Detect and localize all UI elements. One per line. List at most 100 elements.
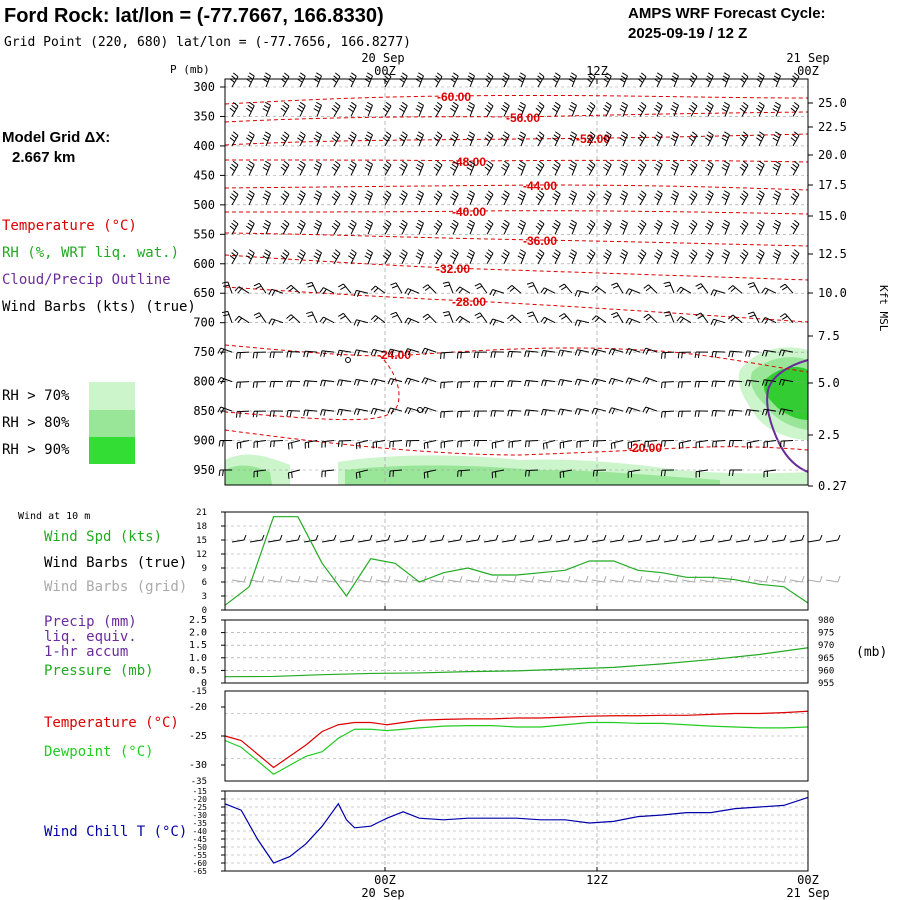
wind-barb-flag: [367, 160, 373, 165]
wind-barb-flag: [297, 166, 303, 172]
wind-barb-flag: [435, 193, 441, 198]
true-wind-barb-flag: [819, 534, 823, 541]
wind-barb: [492, 440, 505, 444]
wind-barb-flag: [282, 193, 288, 198]
wind-barb-flag: [382, 196, 388, 201]
wind-barb-flag: [756, 225, 762, 230]
wind-barb-flag: [642, 377, 647, 384]
wind-barb-flag: [333, 163, 339, 169]
true-wind-barb-flag: [261, 534, 265, 541]
rh-80-swatch: [89, 410, 135, 437]
wind-barb-flag: [451, 104, 458, 110]
wind-barb-flag: [265, 190, 271, 195]
wind-barb-flag: [474, 312, 481, 317]
wind-barb-flag: [721, 78, 728, 83]
wind-barb-flag: [552, 107, 558, 113]
wind-barb: [758, 134, 765, 147]
wind-barb-flag: [453, 160, 459, 166]
wind-barb: [724, 105, 730, 117]
height-tick-label: 17.5: [818, 178, 847, 192]
wind-barb: [520, 222, 526, 235]
wind-barb: [333, 194, 341, 206]
wind-barb-flag: [782, 409, 785, 416]
wind-barb-flag: [249, 101, 255, 107]
wind-barb: [673, 193, 679, 206]
wind-barb-flag: [568, 255, 575, 260]
contour-label: -32.00: [436, 262, 470, 276]
grid-wind-barb-flag: [783, 575, 787, 583]
wind-barb: [511, 284, 522, 294]
wind-barb: [690, 76, 698, 88]
y-tick-label: -15: [193, 787, 208, 796]
wind-barb-flag: [399, 137, 405, 142]
wind-barb: [560, 408, 573, 412]
wind-barb-flag: [517, 225, 524, 230]
wind-barb-flag: [782, 315, 788, 320]
wind-barb-flag: [249, 249, 255, 254]
wind-barb-flag: [538, 101, 545, 107]
wind-barb-flag: [314, 105, 321, 109]
wind-barb-flag: [351, 219, 357, 224]
wind-barb-flag: [313, 255, 320, 260]
wind-barb-flag: [331, 225, 337, 231]
contour-52: [224, 133, 809, 146]
wind-barb-flag: [349, 193, 356, 198]
wind-barb-flag: [357, 350, 360, 357]
wind-barb-flag: [578, 379, 582, 386]
wind-barb-flag: [247, 193, 254, 198]
wind-barb-flag: [487, 131, 494, 136]
grid-wind-barb: [537, 579, 551, 583]
wind-barb-flag: [286, 284, 292, 290]
wind-barb-flag: [555, 131, 561, 136]
wind-barb: [401, 134, 408, 147]
wind-barb: [486, 164, 494, 176]
rh80-region-bottom: [345, 465, 720, 485]
wind-barb-flag: [365, 105, 372, 109]
wind-panel-barbs: [224, 534, 841, 610]
wind-barb: [254, 469, 267, 472]
wind-barb-flag: [782, 350, 785, 357]
wind-barb-flag: [765, 350, 768, 357]
wind-barb-flag: [745, 409, 748, 416]
wind-barbs-grid-label: Wind Barbs (grid): [44, 579, 187, 595]
wind-barb: [707, 134, 714, 147]
wind-barb-flag: [239, 352, 241, 359]
wind-barb-flag: [303, 380, 306, 387]
wind-barb-flag: [759, 131, 765, 136]
wind-barb: [448, 311, 454, 323]
wind-barb: [571, 222, 577, 235]
wind-barb-flag: [217, 377, 222, 384]
grid-wind-barb-flag: [369, 575, 373, 583]
wind-barb: [287, 380, 301, 383]
wind-barb-flag: [280, 225, 286, 231]
wind-barb: [780, 440, 794, 442]
height-tick-label: 20.0: [818, 148, 847, 162]
wind-barb: [356, 319, 369, 324]
wind-barb-flag: [695, 283, 702, 287]
wind-barb-flag: [527, 380, 530, 387]
height-tick-label: 25.0: [818, 96, 847, 110]
wind-barb-flag: [232, 101, 239, 107]
wind-barb-flag: [348, 196, 354, 201]
true-wind-barb: [771, 539, 785, 543]
wind-barb-flag: [606, 101, 612, 107]
wind-barb-flag: [453, 190, 459, 195]
wind-barb: [792, 135, 800, 147]
wind-barb: [543, 408, 556, 412]
wind-barb-flag: [349, 104, 356, 110]
wind-panel-grid: [225, 512, 808, 610]
wind-barb-flag: [655, 193, 662, 198]
wind-barb-flag: [690, 193, 696, 198]
wind-barb-flag: [435, 134, 441, 139]
wind-barb-flag: [306, 351, 309, 358]
true-wind-barb-flag: [747, 534, 751, 541]
wind-barb-flag: [300, 160, 306, 166]
wind-barb-flag: [732, 440, 734, 447]
wind-barb-flag: [466, 225, 473, 230]
wind-barb: [479, 283, 488, 294]
wind-barb-flag: [390, 311, 397, 315]
wind-barb-flag: [721, 167, 728, 171]
wind-barb-flag: [520, 72, 526, 77]
wind-barb: [316, 105, 322, 117]
wind-barb-flag: [654, 137, 660, 142]
